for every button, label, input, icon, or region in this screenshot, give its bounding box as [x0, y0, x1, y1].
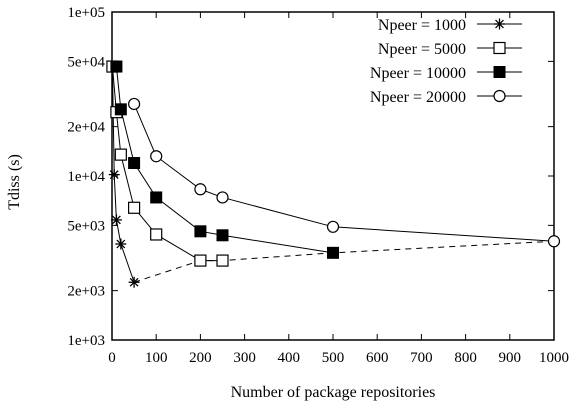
series-2 — [106, 60, 229, 267]
data-point — [110, 60, 123, 73]
x-tick-label: 1000 — [539, 350, 569, 366]
x-tick-label: 500 — [322, 350, 345, 366]
legend-marker — [493, 41, 506, 55]
data-point — [115, 238, 127, 250]
y-tick-label: 1e+04 — [67, 169, 105, 185]
data-point — [150, 228, 163, 241]
data-point — [547, 235, 561, 248]
data-point — [194, 254, 207, 267]
x-tick-label: 900 — [499, 350, 522, 366]
data-point — [216, 254, 229, 267]
legend-label: Npeer = 20000 — [370, 89, 466, 106]
data-point — [114, 103, 127, 116]
x-tick-label: 700 — [410, 350, 433, 366]
data-point — [128, 276, 140, 288]
legend-entry: Npeer = 1000 — [378, 17, 522, 34]
legend-entry: Npeer = 5000 — [378, 41, 522, 58]
legend-label: Npeer = 10000 — [370, 65, 466, 82]
data-point — [150, 150, 163, 163]
legend-entry: Npeer = 20000 — [370, 89, 522, 106]
data-point — [194, 183, 207, 196]
x-axis-label: Number of package repositories — [231, 384, 436, 401]
x-tick-label: 100 — [145, 350, 168, 366]
legend: Npeer = 1000 Npeer = 5000 Npeer = 10000 Npe… — [370, 17, 522, 106]
series-4 — [128, 97, 561, 248]
legend-marker — [494, 18, 505, 30]
y-tick-label: 1e+05 — [67, 5, 105, 21]
data-point — [150, 191, 163, 204]
data-point — [194, 225, 207, 238]
legend-entry: Npeer = 10000 — [370, 65, 522, 82]
y-tick-label: 1e+03 — [67, 333, 105, 349]
data-point — [216, 229, 229, 242]
data-point — [110, 214, 122, 226]
y-axis-label: Tdiss (s) — [6, 154, 23, 210]
plot-frame — [111, 11, 555, 341]
x-tick-label: 800 — [454, 350, 477, 366]
x-tick-label: 200 — [189, 350, 212, 366]
data-point — [326, 220, 340, 233]
data-point — [128, 157, 141, 170]
data-point — [128, 201, 141, 214]
x-tick-label: 300 — [233, 350, 256, 366]
y-tick-label: 2e+04 — [67, 120, 105, 136]
y-tick-label: 5e+04 — [67, 54, 105, 70]
data-point — [108, 169, 120, 181]
x-tick-label: 400 — [278, 350, 301, 366]
series-line — [133, 103, 555, 242]
x-tick-label: 0 — [108, 350, 116, 366]
data-point — [216, 191, 229, 204]
series-3 — [110, 60, 339, 259]
data-point — [128, 97, 141, 111]
legend-label: Npeer = 5000 — [378, 41, 466, 58]
data-point — [327, 246, 339, 259]
legend-label: Npeer = 1000 — [378, 17, 466, 34]
data-point — [114, 148, 127, 161]
legend-marker — [493, 89, 506, 103]
y-tick-label: 2e+03 — [67, 284, 105, 300]
x-tick-label: 600 — [366, 350, 389, 366]
legend-marker — [493, 66, 506, 78]
y-tick-label: 5e+03 — [67, 218, 105, 234]
